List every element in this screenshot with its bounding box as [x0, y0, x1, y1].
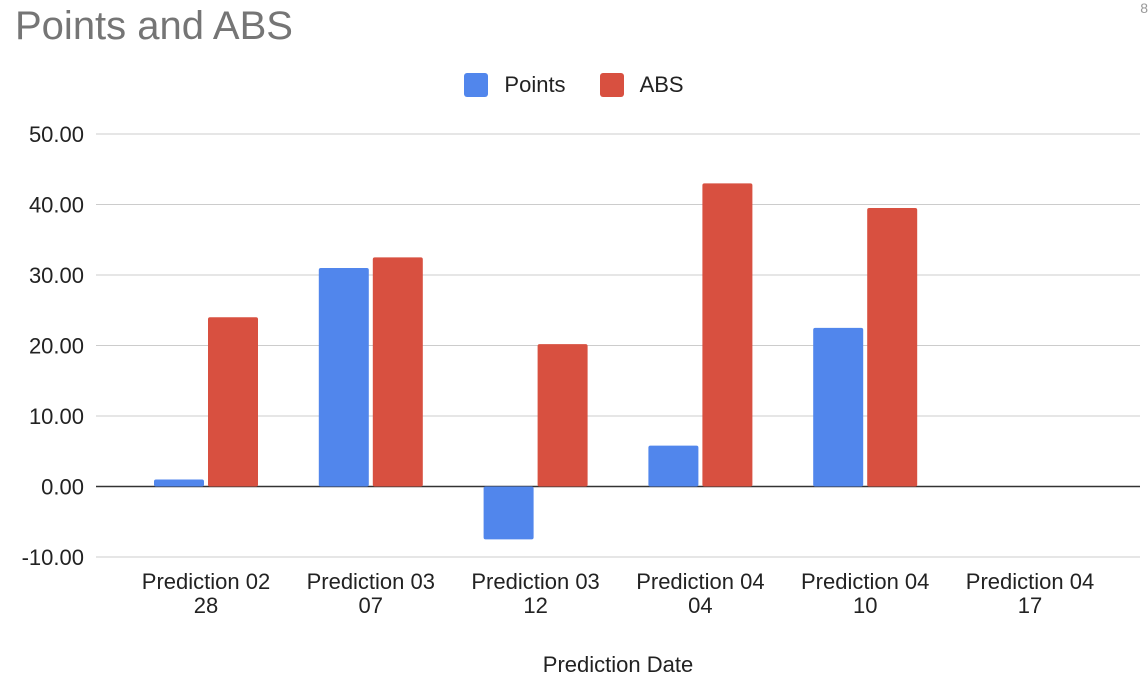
x-axis-title: Prediction Date [543, 652, 693, 677]
y-tick-label: 20.00 [29, 334, 84, 359]
x-tick-label: Prediction 02 [142, 569, 270, 594]
chart-title: Points and ABS [15, 4, 293, 48]
bar-points-3[interactable] [648, 445, 699, 487]
x-tick-label: Prediction 04 [801, 569, 929, 594]
legend-label-abs: ABS [639, 72, 684, 97]
bar-points-4[interactable] [813, 327, 864, 487]
bar-points-2[interactable] [483, 486, 534, 540]
x-tick-label-line2: 04 [688, 593, 712, 618]
corner-mark: 8 [1140, 0, 1148, 16]
x-tick-label-line2: 12 [523, 593, 547, 618]
bar-abs-4[interactable] [867, 208, 918, 487]
y-tick-label: 30.00 [29, 263, 84, 288]
bar-abs-0[interactable] [208, 317, 258, 487]
x-tick-label-line2: 28 [194, 593, 218, 618]
legend: Points ABS [0, 72, 1148, 98]
bar-abs-1[interactable] [372, 257, 423, 487]
bar-abs-3[interactable] [702, 183, 753, 487]
y-tick-label: 10.00 [29, 404, 84, 429]
y-tick-label: 0.00 [41, 475, 84, 500]
x-tick-label-line2: 07 [359, 593, 383, 618]
x-tick-label: Prediction 03 [471, 569, 599, 594]
legend-item-points[interactable]: Points [464, 72, 566, 98]
x-tick-label-line2: 10 [853, 593, 877, 618]
y-tick-label: 50.00 [29, 122, 84, 147]
y-tick-label: -10.00 [22, 545, 84, 570]
bar-points-1[interactable] [318, 267, 369, 487]
x-tick-label: Prediction 04 [966, 569, 1094, 594]
x-tick-label: Prediction 04 [636, 569, 764, 594]
legend-swatch-abs [599, 73, 624, 97]
legend-swatch-points [464, 73, 489, 97]
bar-points-0[interactable] [154, 479, 204, 487]
x-tick-label-line2: 17 [1018, 593, 1042, 618]
bar-abs-2[interactable] [537, 344, 588, 487]
x-tick-label: Prediction 03 [307, 569, 435, 594]
legend-item-abs[interactable]: ABS [599, 72, 684, 98]
y-tick-label: 40.00 [29, 193, 84, 218]
legend-label-points: Points [504, 72, 566, 97]
